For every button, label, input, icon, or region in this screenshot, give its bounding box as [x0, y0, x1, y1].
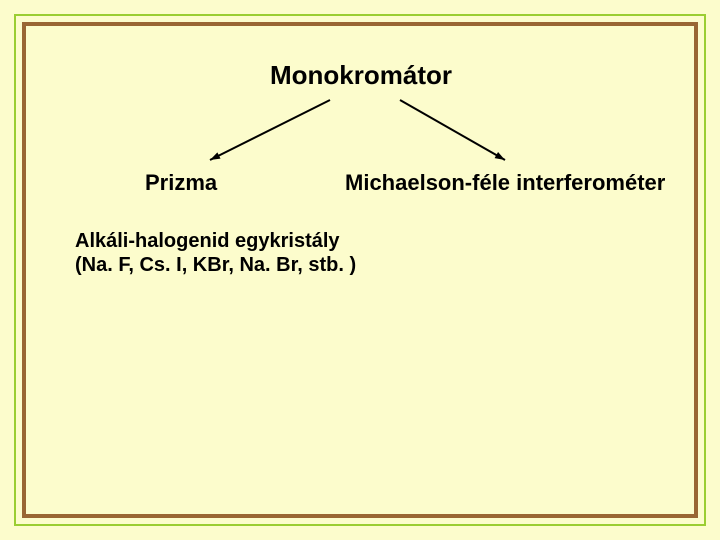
interferometer-text: Michaelson-féle interferométer: [345, 170, 665, 196]
title-text: Monokromátor: [270, 60, 452, 91]
prizma-text: Prizma: [145, 170, 217, 196]
detail-line-2: (Na. F, Cs. I, KBr, Na. Br, stb. ): [75, 254, 356, 277]
slide: Monokromátor Prizma Michaelson-féle inte…: [0, 0, 720, 540]
detail-line-1: Alkáli-halogenid egykristály: [75, 230, 340, 253]
